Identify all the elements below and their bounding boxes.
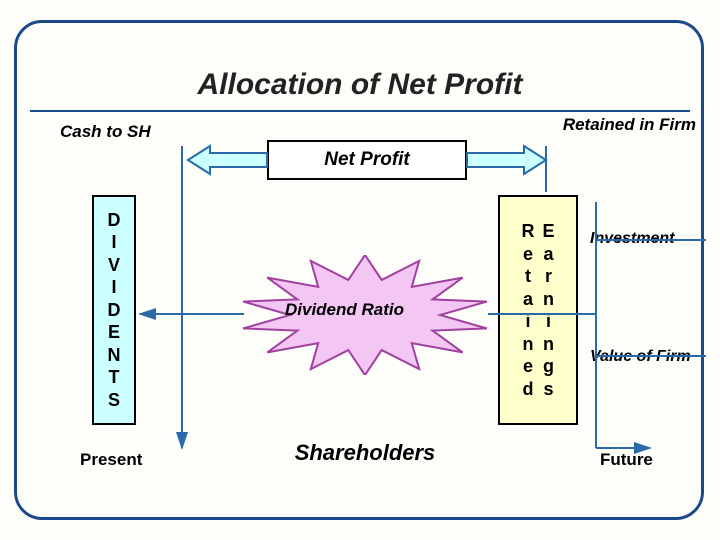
future-label: Future <box>600 450 653 470</box>
retained-col-2: Earnings <box>542 220 554 400</box>
net-profit-box: Net Profit <box>267 140 467 180</box>
label-cash-to-sh: Cash to SH <box>60 122 151 142</box>
net-profit-label: Net Profit <box>324 149 410 171</box>
investment-label: Investment <box>590 230 674 248</box>
label-retained-in-firm: Retained in Firm <box>563 115 696 135</box>
shareholders-label: Shareholders <box>240 440 490 466</box>
dividend-ratio-label: Dividend Ratio <box>285 300 404 320</box>
retained-earnings-box: Retained Earnings <box>498 195 578 425</box>
present-label: Present <box>80 450 142 470</box>
retained-col-1: Retained <box>521 220 534 400</box>
value-of-firm-label: Value of Firm <box>590 348 691 366</box>
page-title: Allocation of Net Profit <box>0 68 720 102</box>
title-underline <box>30 110 690 112</box>
dividends-box: DIVIDENTS <box>92 195 136 425</box>
